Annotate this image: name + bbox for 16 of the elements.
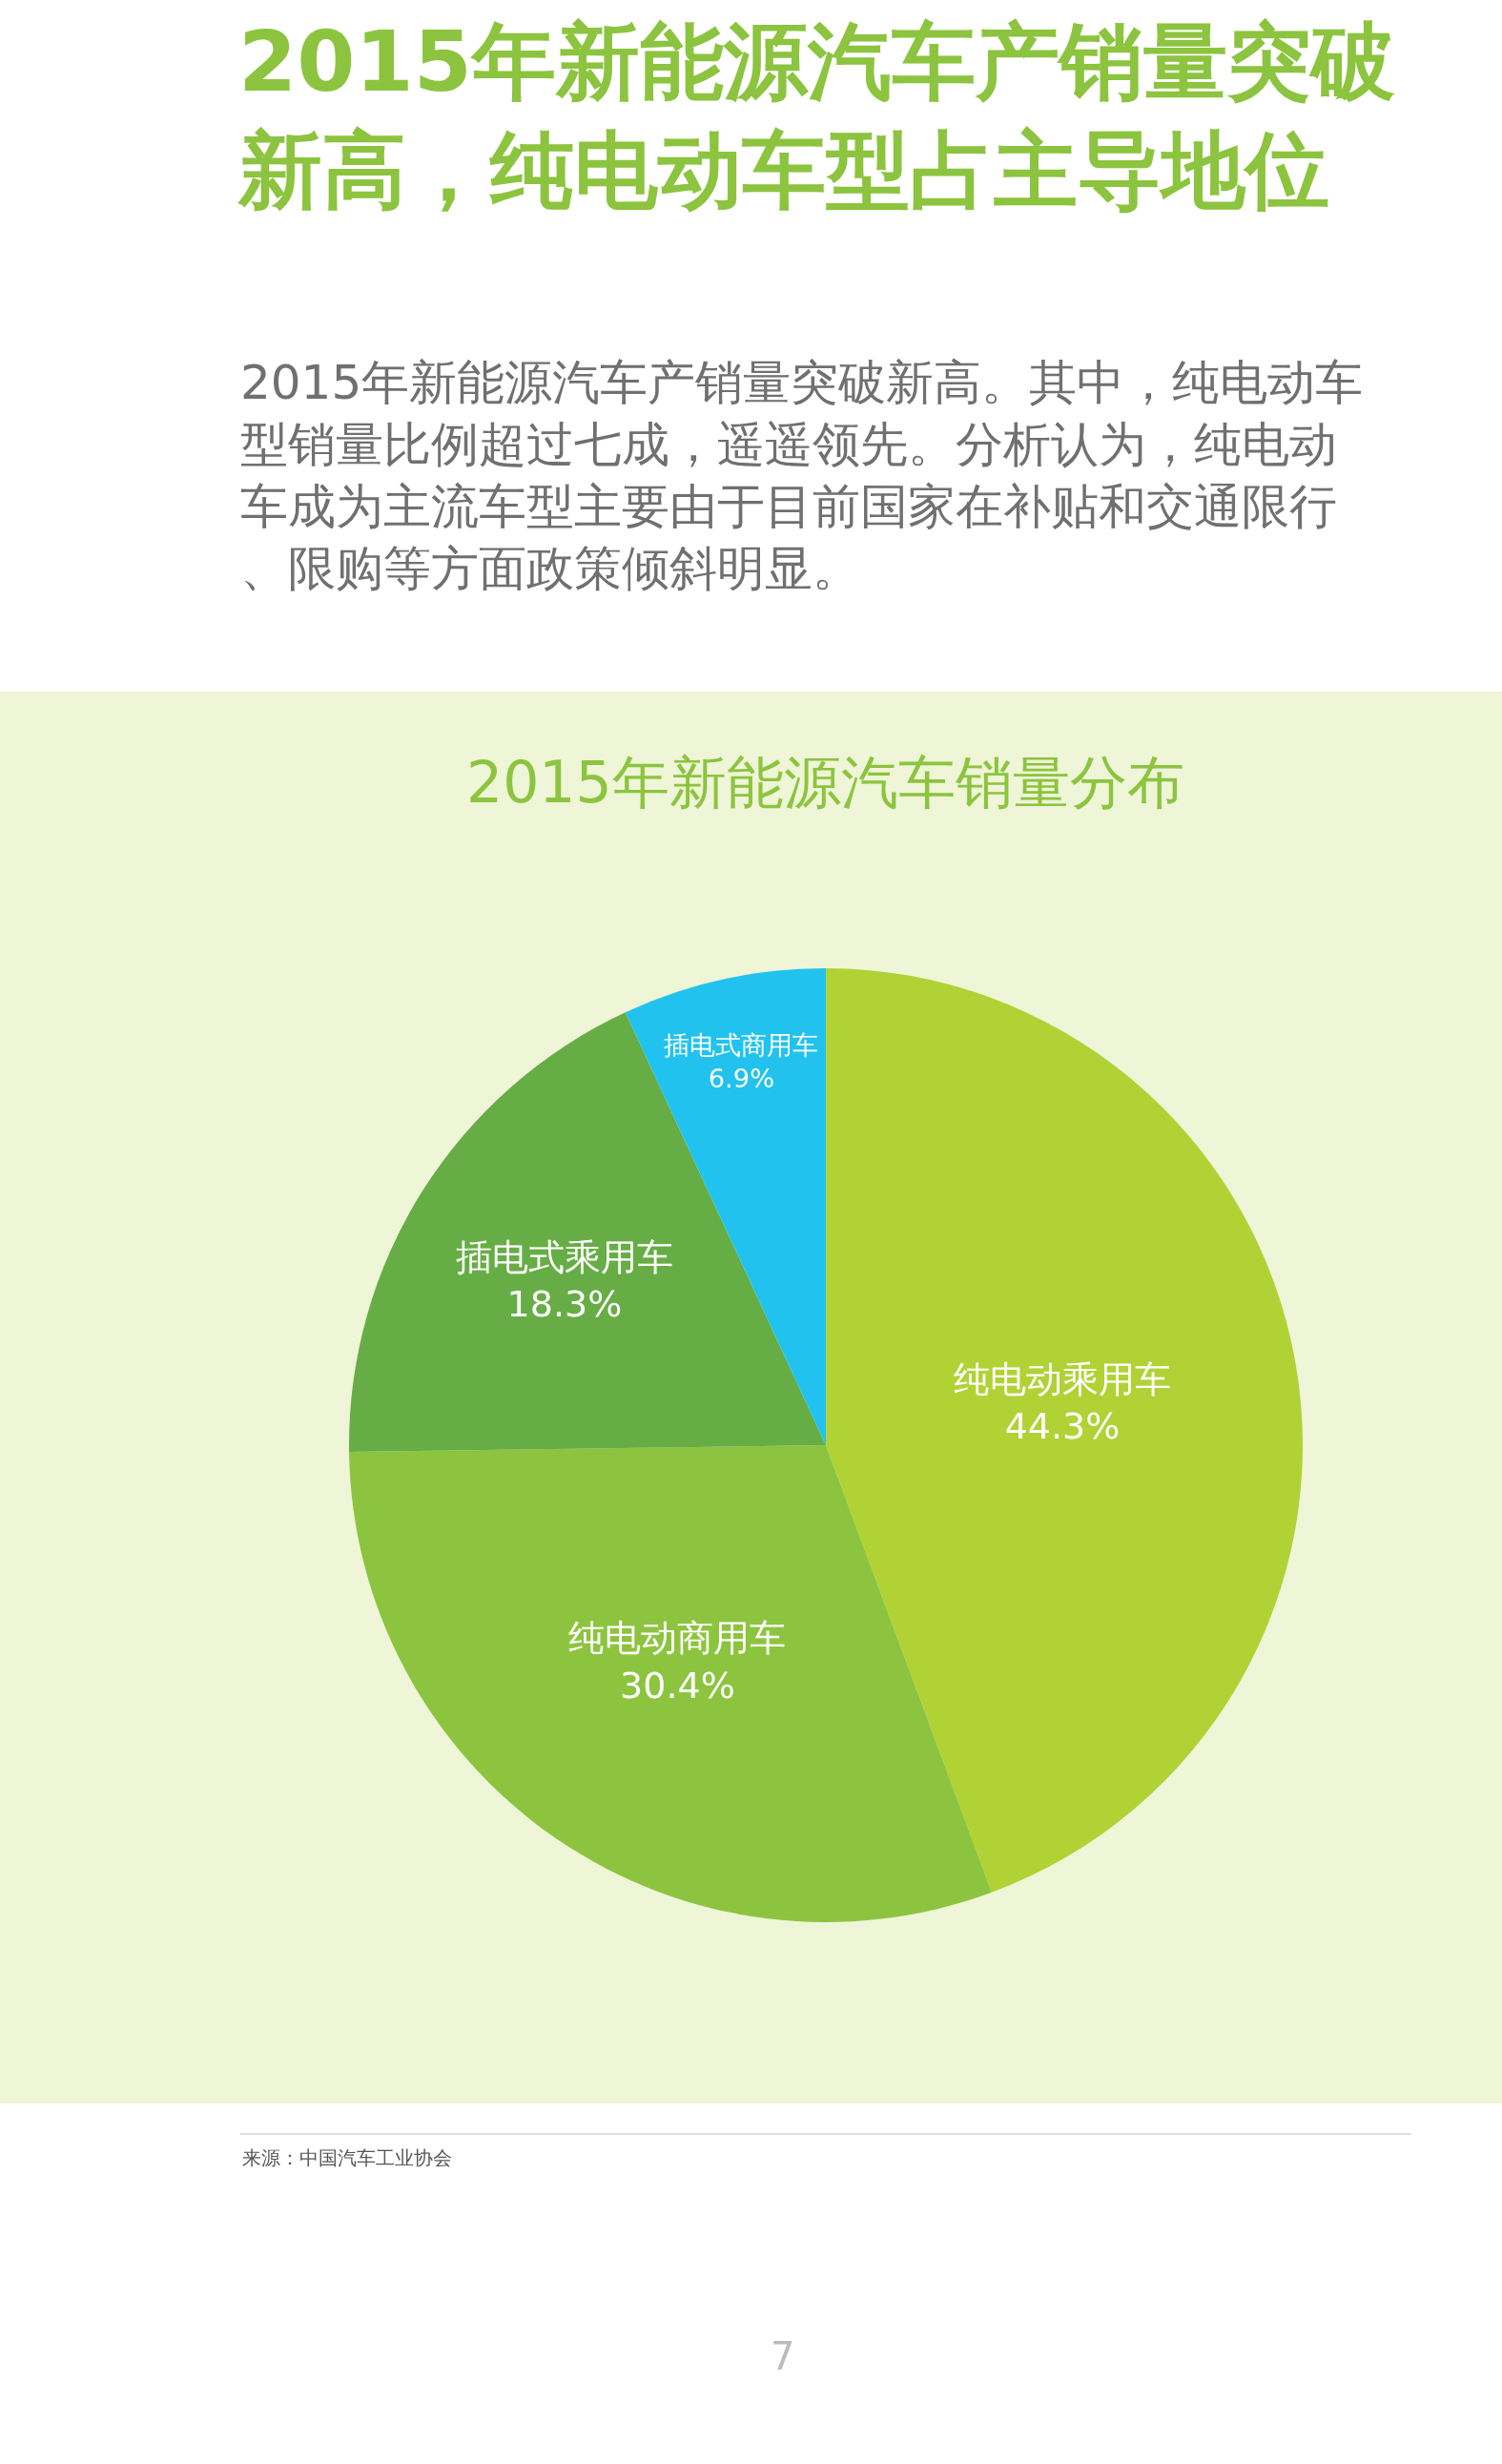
- text: 7: [771, 2334, 795, 2378]
- pie-slice: [349, 1445, 992, 1922]
- data-label: 44.3%: [1004, 1405, 1121, 1448]
- slice-label: 纯电动乘用车: [954, 1357, 1172, 1400]
- source-note: 来源：中国汽车工业协会: [242, 2146, 452, 2169]
- text: 2015年新能源汽车销量分布: [466, 749, 1184, 816]
- chart-title: 2015年新能源汽车产销量突破新高，纯电动车型占主导地位: [237, 12, 1395, 220]
- slice-label: 纯电动商用车: [568, 1617, 787, 1660]
- slice-label: 插电式商用车: [664, 1029, 819, 1060]
- chart-subtitle: 2015年新能源汽车产销量突破新高。其中，纯电动车型销量比例超过七成，遥遥领先。分析认为，纯电动车成为主流车型主要由于目前国家在补贴和交通限行、限购等方面政策倾斜明显。: [240, 355, 1364, 596]
- data-label: 30.4%: [620, 1664, 735, 1707]
- pie-slice: [349, 1012, 826, 1453]
- pie-slice: [826, 968, 1303, 1893]
- slice-label: 插电式乘用车: [455, 1235, 673, 1278]
- data-label: 18.3%: [506, 1283, 623, 1326]
- data-label: 6.9%: [708, 1064, 775, 1094]
